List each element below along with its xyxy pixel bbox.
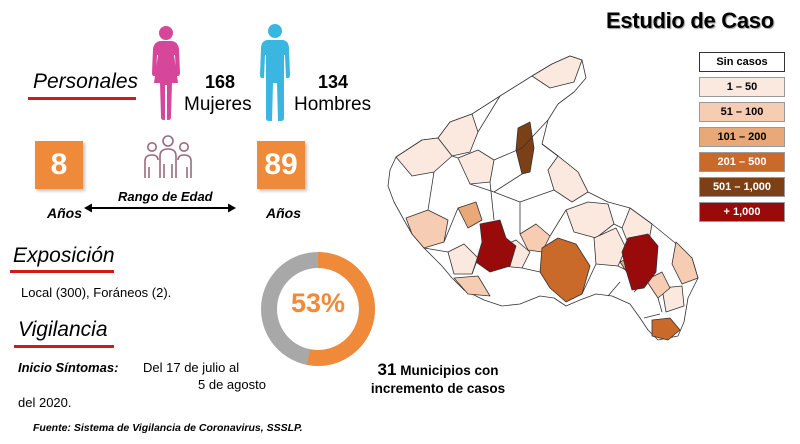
page-title: Estudio de Caso: [606, 8, 774, 33]
map-region-v: [475, 219, 517, 273]
personales-heading: Personales: [33, 70, 139, 93]
map-region-m: [671, 241, 699, 285]
legend-label: 51 – 100: [720, 106, 764, 118]
municipios-line1: Municipios con: [400, 363, 499, 378]
legend-label: 501 – 1,000: [712, 181, 772, 193]
vigilancia-heading: Vigilancia: [18, 318, 108, 341]
man-icon: [260, 24, 290, 121]
legend-item: 101 – 200: [699, 127, 785, 147]
age-max-unit: Años: [266, 205, 301, 221]
age-range-label: Rango de Edad: [118, 189, 213, 204]
municipios-line2: incremento de casos: [370, 381, 506, 396]
map-legend: Sin casos 1 – 50 51 – 100 101 – 200 201 …: [699, 52, 785, 227]
map-region-e: [547, 155, 589, 203]
double-arrow-icon: [84, 203, 236, 213]
symptoms-label: Inicio Síntomas:: [18, 360, 119, 375]
map-region-p: [645, 271, 671, 299]
legend-item: 51 – 100: [699, 102, 785, 122]
municipalities-map: [387, 55, 699, 341]
age-min-unit: Años: [47, 205, 82, 221]
map-region-u: [515, 121, 535, 175]
men-label: Hombres: [294, 94, 372, 115]
legend-item: 501 – 1,000: [699, 177, 785, 197]
map-region-o: [453, 275, 491, 297]
map-region-k: [661, 285, 685, 313]
exposicion-underline: [10, 270, 114, 273]
legend-item: 1 – 50: [699, 77, 785, 97]
legend-label: 101 – 200: [717, 131, 767, 143]
map-region-g: [593, 227, 627, 267]
age-min-box: 8: [35, 141, 83, 189]
legend-label: 1 – 50: [726, 81, 758, 93]
legend-label: + 1,000: [723, 206, 761, 218]
map-region-w: [621, 233, 659, 291]
map-region-r: [457, 201, 483, 229]
personales-underline: [28, 97, 136, 100]
symptoms-line1: Del 17 de julio al: [143, 360, 240, 375]
group-people-icon: [144, 135, 192, 178]
source-note: Fuente: Sistema de Vigilancia de Coronav…: [33, 422, 303, 434]
percent-label: 53%: [290, 288, 346, 318]
legend-item: Sin casos: [699, 52, 785, 72]
percent-ring: [261, 252, 375, 366]
municipios-text: 31 Municipios con incremento de casos: [350, 361, 526, 398]
symptoms-line3: del 2020.: [18, 395, 72, 410]
map-region-n: [519, 223, 551, 253]
legend-label: 201 – 500: [717, 156, 767, 168]
map-region-c: [531, 55, 583, 89]
map-region-t: [651, 317, 681, 341]
legend-item: 201 – 500: [699, 152, 785, 172]
vigilancia-underline: [14, 345, 114, 348]
woman-icon: [152, 26, 180, 120]
map-region-d: [457, 149, 495, 185]
map-outline: [387, 55, 699, 341]
men-count: 134: [318, 72, 349, 92]
legend-label: Sin casos: [716, 56, 768, 68]
exposicion-text: Local (300), Foráneos (2).: [21, 285, 172, 300]
women-label: Mujeres: [184, 94, 252, 115]
legend-item: + 1,000: [699, 202, 785, 222]
municipios-count: 31: [377, 360, 397, 379]
exposicion-heading: Exposición: [13, 244, 115, 267]
women-count: 168: [205, 72, 236, 92]
symptoms-line2: 5 de agosto: [198, 377, 266, 392]
age-max-box: 89: [257, 141, 305, 189]
